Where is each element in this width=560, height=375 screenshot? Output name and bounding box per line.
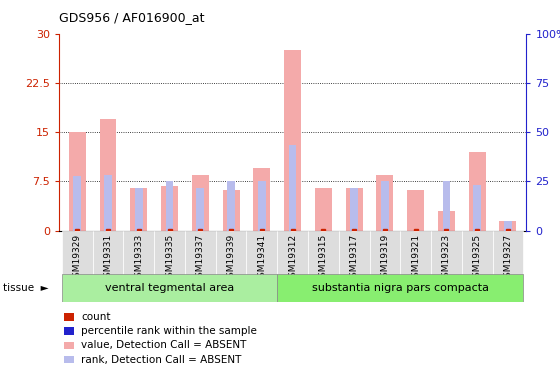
Bar: [258, 182, 265, 231]
Text: GSM19331: GSM19331: [104, 234, 113, 284]
Bar: [400, 231, 431, 276]
Text: GSM19333: GSM19333: [134, 234, 143, 284]
Bar: [442, 182, 450, 231]
Text: GSM19323: GSM19323: [442, 234, 451, 284]
Text: GSM19319: GSM19319: [380, 234, 389, 284]
Bar: [104, 174, 112, 231]
Bar: [438, 211, 455, 231]
Bar: [473, 185, 481, 231]
Bar: [462, 231, 493, 276]
Bar: [192, 175, 209, 231]
Bar: [246, 231, 277, 276]
Bar: [381, 182, 389, 231]
Bar: [376, 175, 393, 231]
Text: GSM19315: GSM19315: [319, 234, 328, 284]
Bar: [123, 231, 154, 276]
Bar: [253, 168, 270, 231]
Text: GSM19321: GSM19321: [411, 234, 420, 284]
Bar: [370, 231, 400, 276]
Bar: [197, 188, 204, 231]
Bar: [493, 231, 524, 276]
Bar: [62, 231, 92, 276]
Bar: [289, 145, 296, 231]
Bar: [315, 188, 332, 231]
Bar: [284, 50, 301, 231]
Bar: [69, 132, 86, 231]
Bar: [73, 176, 81, 231]
Text: rank, Detection Call = ABSENT: rank, Detection Call = ABSENT: [81, 355, 241, 364]
Text: GSM19337: GSM19337: [196, 234, 205, 284]
Text: GDS956 / AF016900_at: GDS956 / AF016900_at: [59, 11, 204, 24]
Text: ventral tegmental area: ventral tegmental area: [105, 283, 234, 293]
Text: GSM19339: GSM19339: [227, 234, 236, 284]
Bar: [431, 231, 462, 276]
Bar: [154, 231, 185, 276]
Text: value, Detection Call = ABSENT: value, Detection Call = ABSENT: [81, 340, 246, 350]
Bar: [227, 182, 235, 231]
Bar: [216, 231, 246, 276]
Bar: [351, 188, 358, 231]
Bar: [92, 231, 123, 276]
Bar: [223, 190, 240, 231]
Text: substantia nigra pars compacta: substantia nigra pars compacta: [312, 283, 489, 293]
Bar: [166, 182, 174, 231]
Text: tissue  ►: tissue ►: [3, 283, 48, 293]
Bar: [339, 231, 370, 276]
Text: percentile rank within the sample: percentile rank within the sample: [81, 326, 257, 336]
Bar: [308, 231, 339, 276]
Text: GSM19329: GSM19329: [73, 234, 82, 284]
Bar: [277, 274, 524, 302]
Bar: [161, 186, 178, 231]
Bar: [277, 231, 308, 276]
Text: GSM19341: GSM19341: [258, 234, 267, 284]
Bar: [62, 274, 277, 302]
Bar: [135, 188, 143, 231]
Bar: [500, 221, 516, 231]
Bar: [407, 190, 424, 231]
Text: GSM19335: GSM19335: [165, 234, 174, 284]
Bar: [185, 231, 216, 276]
Text: GSM19317: GSM19317: [349, 234, 358, 284]
Text: GSM19327: GSM19327: [503, 234, 512, 284]
Bar: [504, 221, 512, 231]
Text: GSM19325: GSM19325: [473, 234, 482, 284]
Bar: [469, 152, 486, 231]
Bar: [100, 119, 116, 231]
Text: count: count: [81, 312, 111, 322]
Bar: [346, 188, 362, 231]
Bar: [130, 188, 147, 231]
Text: GSM19312: GSM19312: [288, 234, 297, 284]
